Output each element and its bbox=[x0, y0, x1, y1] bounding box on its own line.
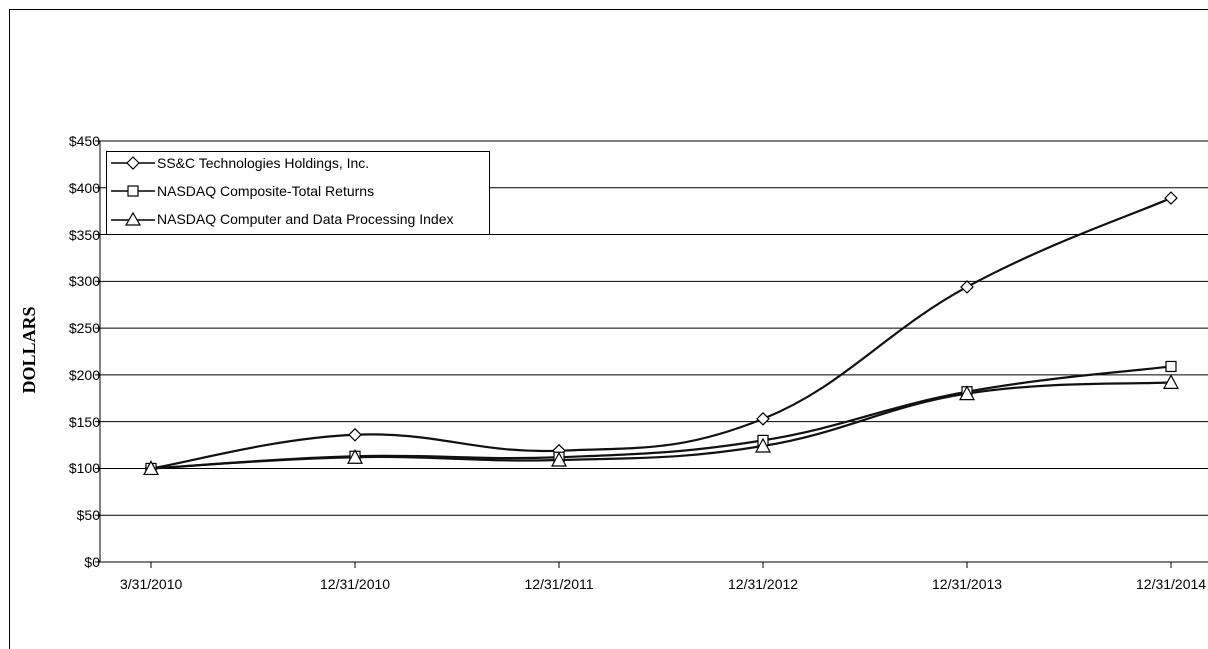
triangle-marker bbox=[346, 448, 364, 464]
y-axis-title: DOLLARS bbox=[19, 306, 39, 394]
triangle-marker bbox=[754, 437, 772, 453]
chart-legend: SS&C Technologies Holdings, Inc. NASDAQ … bbox=[106, 151, 490, 235]
legend-item-ssc: SS&C Technologies Holdings, Inc. bbox=[107, 153, 489, 173]
x-tick-label: 12/31/2012 bbox=[728, 576, 799, 592]
y-tick-label: $150 bbox=[68, 413, 100, 430]
diamond-marker bbox=[960, 280, 974, 294]
y-tick-label: $100 bbox=[68, 460, 100, 477]
triangle-marker bbox=[550, 451, 568, 467]
series-line-3 bbox=[150, 381, 1172, 470]
y-tick-label: $200 bbox=[68, 366, 100, 383]
legend-label: NASDAQ Computer and Data Processing Inde… bbox=[157, 211, 454, 227]
y-tick-label: $450 bbox=[68, 133, 100, 149]
triangle-marker bbox=[1162, 374, 1180, 389]
x-tick-label: 12/31/2011 bbox=[524, 576, 594, 592]
square-marker-icon bbox=[111, 185, 155, 197]
diamond-marker-icon bbox=[111, 156, 155, 170]
y-tick-label: $0 bbox=[84, 554, 100, 570]
legend-item-nasdaq-computer: NASDAQ Computer and Data Processing Inde… bbox=[107, 209, 489, 229]
y-tick-label: $50 bbox=[76, 507, 100, 524]
series-line-1 bbox=[150, 197, 1172, 470]
legend-label: NASDAQ Composite-Total Returns bbox=[157, 183, 375, 199]
diamond-marker bbox=[756, 412, 770, 426]
diamond-marker bbox=[1164, 191, 1178, 205]
legend-item-nasdaq-composite: NASDAQ Composite-Total Returns bbox=[107, 181, 489, 201]
y-tick-label: $350 bbox=[68, 226, 100, 243]
x-tick-label: 12/31/2010 bbox=[320, 576, 391, 592]
legend-label: SS&C Technologies Holdings, Inc. bbox=[157, 155, 370, 171]
x-tick-label: 12/31/2014 bbox=[1136, 576, 1207, 592]
y-tick-label: $250 bbox=[68, 320, 100, 337]
x-tick-label: 3/31/2010 bbox=[120, 576, 183, 592]
square-marker bbox=[1165, 360, 1177, 373]
diamond-marker bbox=[348, 427, 362, 442]
x-tick-label: 12/31/2013 bbox=[932, 576, 1003, 592]
chart-frame bbox=[9, 9, 1208, 649]
triangle-marker bbox=[958, 385, 976, 401]
triangle-marker bbox=[142, 460, 160, 476]
series-line-2 bbox=[150, 365, 1172, 470]
y-tick-label: $300 bbox=[68, 273, 100, 290]
triangle-marker-icon bbox=[111, 211, 155, 226]
y-tick-label: $400 bbox=[68, 179, 100, 196]
